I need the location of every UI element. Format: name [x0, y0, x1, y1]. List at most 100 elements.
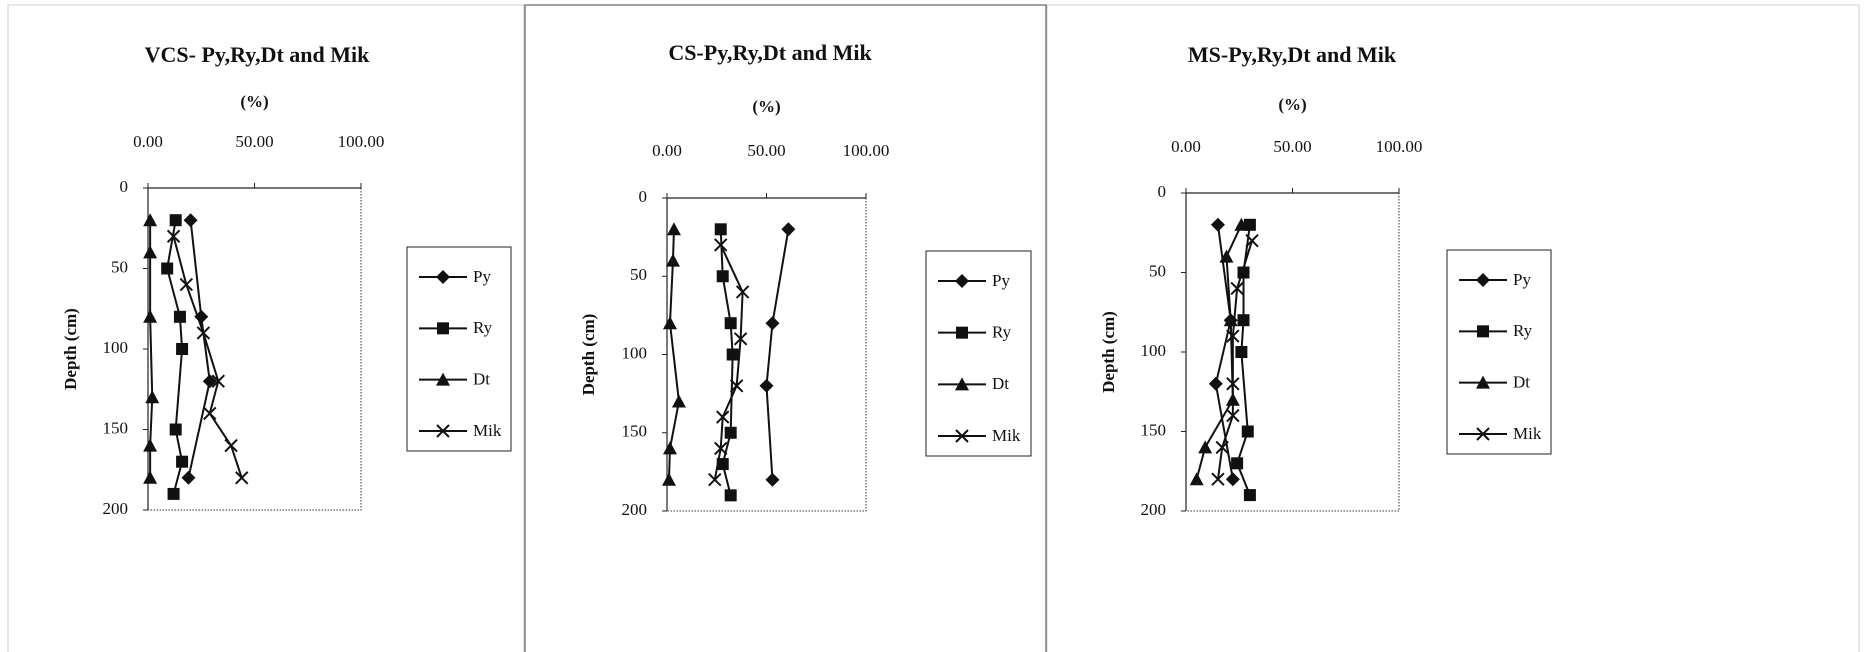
- marker-square: [176, 455, 189, 468]
- panel-frame: [524, 4, 1047, 652]
- marker-x: [224, 438, 238, 453]
- marker-square: [726, 348, 739, 361]
- marker-triangle: [1219, 249, 1234, 263]
- legend-box: [925, 250, 1032, 457]
- marker-diamond: [765, 472, 780, 487]
- y-tick-label: 150: [103, 418, 129, 437]
- series-line: [765, 229, 790, 480]
- marker-square: [176, 343, 189, 355]
- x-tick-label: 100.00: [843, 141, 890, 160]
- marker-square: [161, 262, 174, 275]
- marker-square: [1243, 489, 1256, 502]
- marker-x: [1226, 329, 1240, 343]
- marker-x: [1215, 440, 1229, 455]
- y-tick-label: 150: [622, 422, 648, 441]
- marker-triangle: [671, 394, 686, 408]
- marker-triangle: [143, 309, 158, 323]
- marker-triangle: [143, 438, 158, 452]
- marker-square: [169, 423, 182, 436]
- marker-x: [735, 285, 750, 299]
- x-axis-label: (%): [752, 97, 780, 116]
- plot-frame: [667, 198, 867, 512]
- marker-triangle: [1476, 375, 1490, 389]
- marker-diamond: [765, 316, 780, 331]
- marker-x: [436, 424, 450, 438]
- marker-diamond: [781, 222, 796, 237]
- marker-diamond: [202, 374, 217, 389]
- legend-box: [1446, 249, 1552, 455]
- marker-x: [211, 374, 225, 388]
- y-tick-label: 0: [639, 187, 648, 206]
- marker-x: [1245, 233, 1259, 248]
- marker-triangle: [145, 390, 160, 404]
- marker-triangle: [143, 245, 158, 259]
- y-tick-label: 150: [1141, 420, 1167, 439]
- marker-square: [1235, 346, 1248, 358]
- series-line: [1214, 224, 1234, 480]
- marker-square: [714, 223, 727, 236]
- marker-diamond: [181, 470, 196, 485]
- marker-square: [1241, 425, 1254, 438]
- marker-triangle: [661, 472, 676, 486]
- marker-diamond: [1210, 217, 1225, 232]
- marker-square: [1237, 314, 1250, 327]
- y-tick-label: 200: [103, 499, 129, 518]
- marker-square: [724, 489, 737, 502]
- marker-square: [1243, 218, 1256, 231]
- legend-label: Dt: [992, 374, 1009, 393]
- series-line: [667, 229, 680, 480]
- legend-label: Dt: [1513, 373, 1530, 392]
- marker-x: [716, 410, 730, 424]
- series-line: [172, 236, 243, 479]
- marker-x: [235, 471, 249, 485]
- marker-x: [733, 332, 748, 346]
- marker-x: [1226, 408, 1240, 423]
- legend-label: Py: [992, 271, 1010, 290]
- legend-label: Mik: [992, 426, 1021, 445]
- marker-x: [1226, 377, 1240, 391]
- legend-box: [406, 246, 512, 452]
- x-axis-label: (%): [1278, 95, 1306, 114]
- marker-diamond: [1208, 376, 1223, 391]
- marker-x: [729, 379, 744, 393]
- marker-diamond: [183, 213, 198, 228]
- marker-triangle: [662, 316, 677, 330]
- x-axis-label: (%): [240, 92, 268, 111]
- marker-triangle: [143, 213, 158, 227]
- marker-x: [196, 326, 211, 340]
- y-tick-label: 200: [622, 500, 648, 519]
- y-tick-label: 50: [111, 257, 128, 276]
- series-line: [187, 220, 211, 479]
- y-axis-label: Depth (cm): [61, 308, 80, 390]
- x-tick-label: 50.00: [235, 132, 273, 151]
- marker-square: [437, 322, 449, 335]
- y-tick-label: 50: [630, 265, 647, 284]
- plot-frame: [148, 188, 362, 511]
- x-tick-label: 100.00: [338, 132, 385, 151]
- chart-title: MS-Py,Ry,Dt and Mik: [1188, 42, 1397, 67]
- marker-square: [169, 214, 182, 227]
- marker-square: [716, 270, 729, 283]
- legend-label: Mik: [473, 421, 502, 440]
- series-line: [719, 229, 734, 496]
- marker-x: [714, 238, 728, 252]
- marker-x: [166, 229, 181, 244]
- marker-triangle: [1189, 472, 1204, 486]
- y-tick-label: 200: [1141, 500, 1167, 519]
- series-line: [149, 220, 154, 478]
- marker-diamond: [1225, 472, 1240, 487]
- marker-diamond: [759, 378, 774, 393]
- y-axis-label: Depth (cm): [1099, 311, 1118, 393]
- marker-triangle: [662, 441, 677, 455]
- marker-x: [955, 429, 969, 443]
- x-tick-label: 50.00: [747, 141, 785, 160]
- marker-triangle: [955, 377, 969, 391]
- y-tick-label: 100: [622, 343, 648, 362]
- marker-square: [724, 426, 737, 439]
- panel-frame: [7, 4, 525, 652]
- legend-label: Ry: [473, 318, 493, 337]
- marker-diamond: [955, 274, 969, 288]
- y-tick-label: 100: [1141, 341, 1167, 360]
- legend-label: Ry: [1513, 321, 1533, 340]
